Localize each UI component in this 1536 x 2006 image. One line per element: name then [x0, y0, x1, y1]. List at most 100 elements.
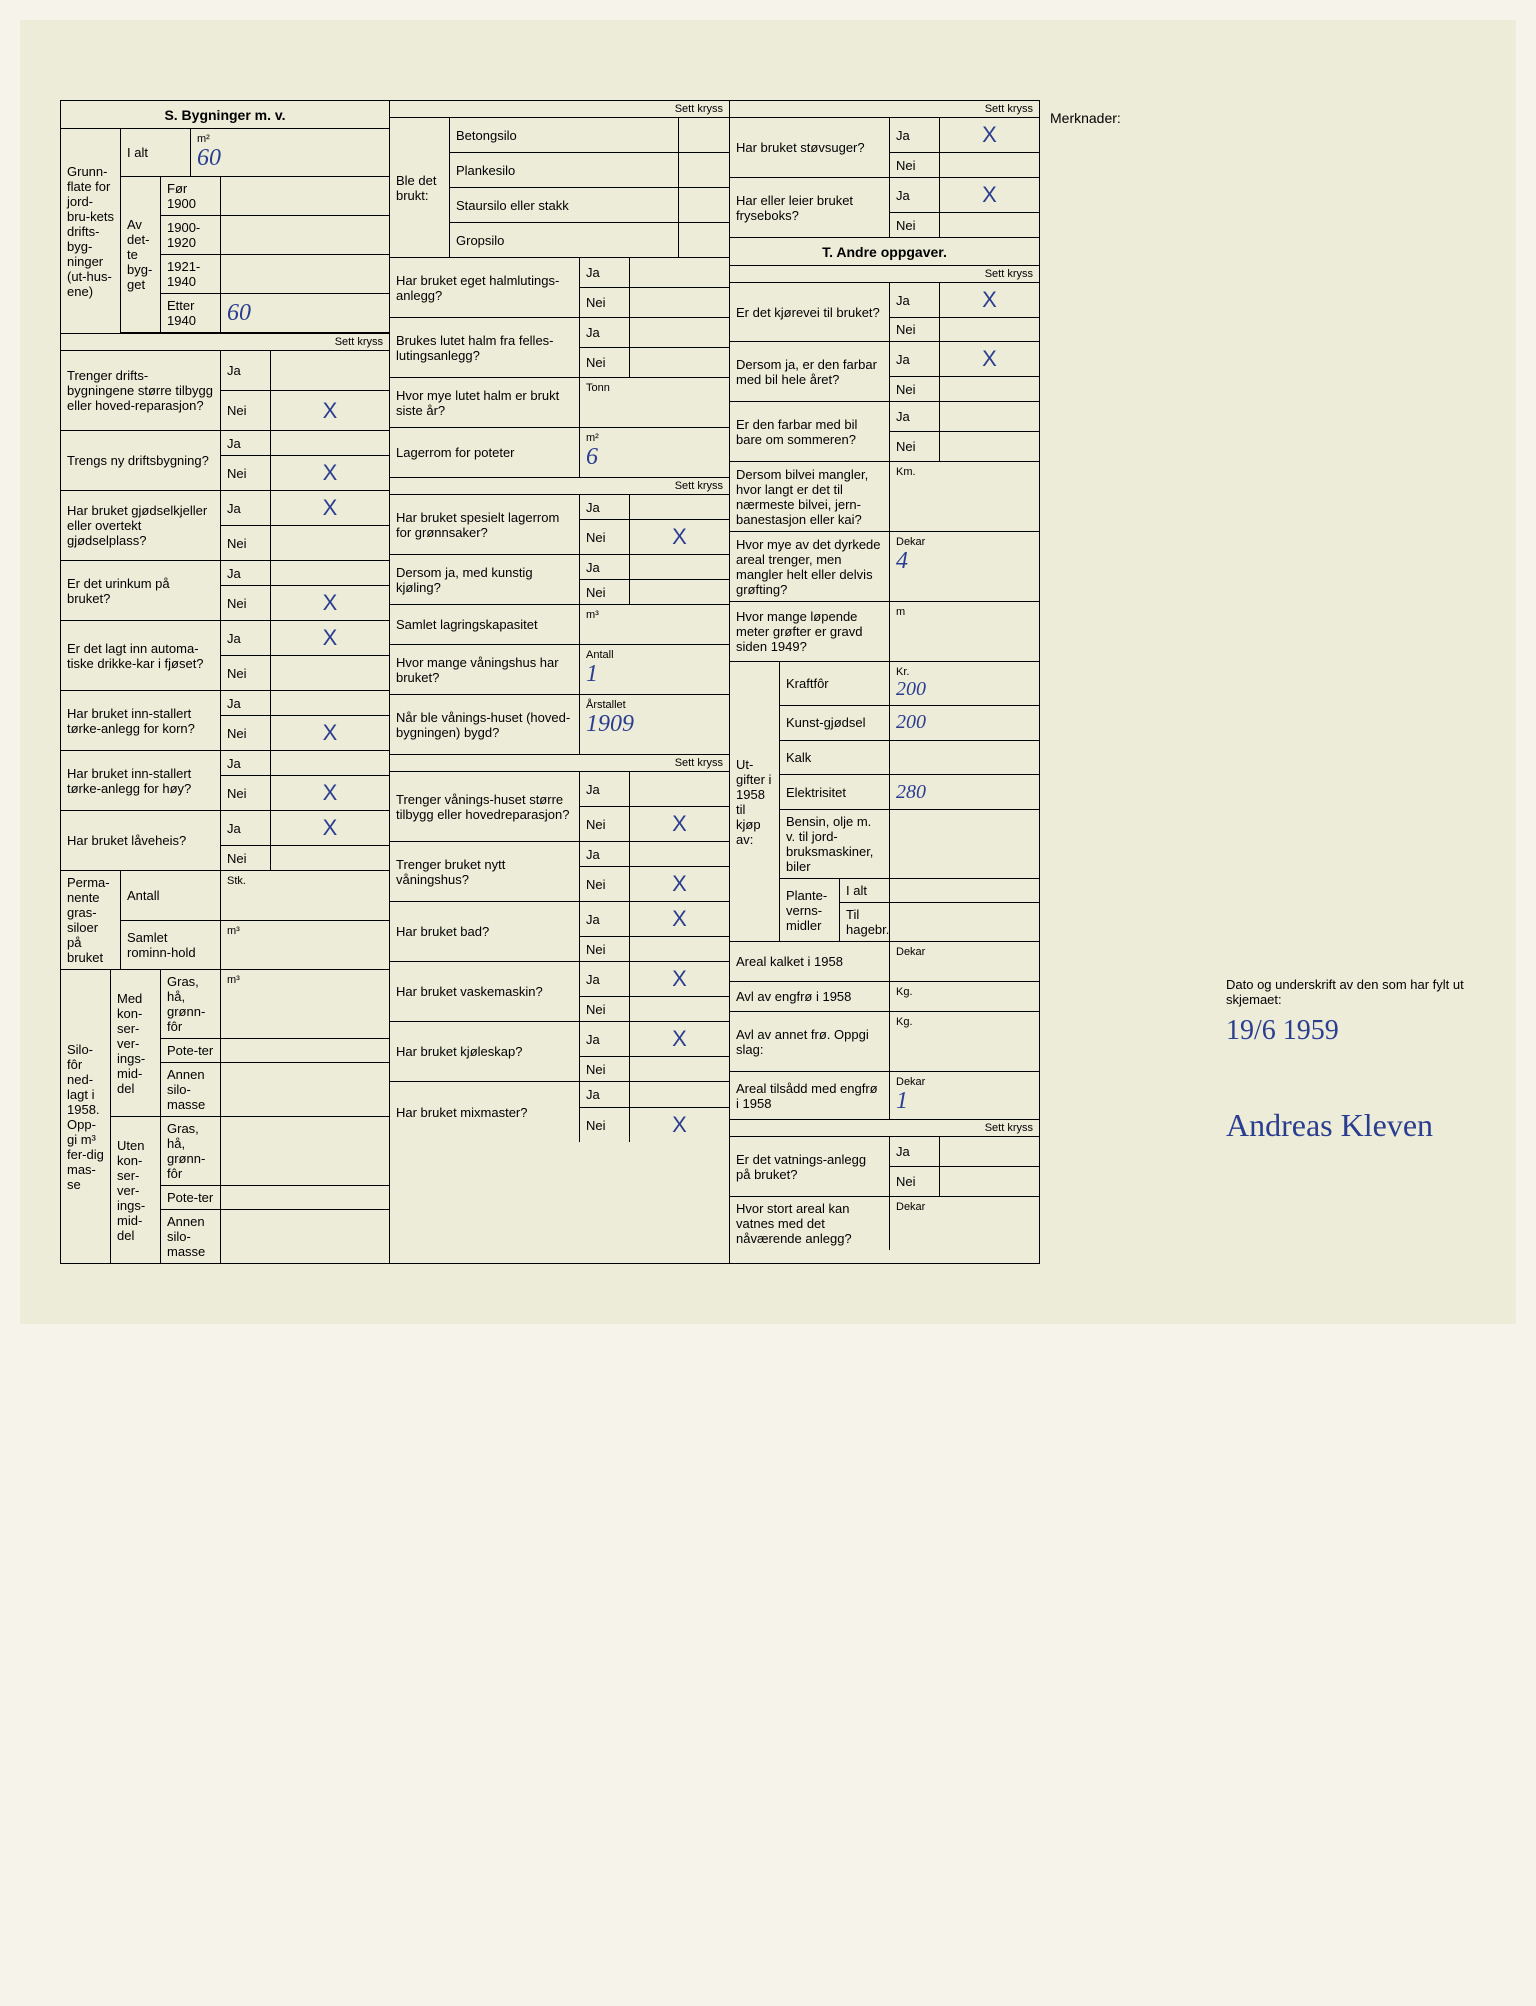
trenger-vaning-nei-x: X	[672, 811, 687, 837]
avl-annet-label: Avl av annet frø. Oppgi slag:	[730, 1012, 890, 1071]
torke-korn-nei-x: X	[323, 720, 338, 746]
kraftfor-value: 200	[896, 678, 926, 701]
elektrisitet-label: Elektrisitet	[780, 775, 890, 809]
staursilo: Staursilo eller stakk	[450, 188, 679, 222]
column-2: Sett kryss Ble det brukt: Betongsilo Pla…	[390, 100, 730, 1264]
kraftfor-label: Kraftfôr	[780, 662, 890, 705]
stovsuger-ja-x: X	[982, 122, 997, 148]
etter-1940-value: 60	[227, 300, 251, 327]
signature-value: Andreas Kleven	[1226, 1107, 1476, 1144]
spesielt-lagerrom-label: Har bruket spesielt lagerrom for grønnsa…	[390, 495, 580, 554]
spesielt-nei-x: X	[672, 524, 687, 550]
p1921-1940: 1921-1940	[161, 255, 221, 293]
column-s-bygninger: S. Bygninger m. v. Grunn-flate for jord-…	[60, 100, 390, 1264]
av-dette-label: Av det-te byg-get	[121, 177, 161, 332]
vaningshus-antall-label: Hvor mange våningshus har bruket?	[390, 645, 580, 694]
antall-label: Antall	[121, 871, 221, 920]
har-bad-ja-x: X	[672, 906, 687, 932]
vaningshus-value: 1	[586, 661, 598, 688]
med-konser-label: Med kon-ser-ver-ings-mid-del	[111, 970, 161, 1116]
grofter-gravd-label: Hvor mange løpende meter grøfter er grav…	[730, 602, 890, 661]
sett-kryss-2: Sett kryss	[390, 101, 729, 118]
gropsilo: Gropsilo	[450, 223, 679, 257]
column-3: Sett kryss Har bruket støvsuger? JaX Nei…	[730, 100, 1040, 1264]
lagerrom-value: 6	[586, 444, 598, 471]
drikkekar-ja-x: X	[323, 625, 338, 651]
for-1900: Før 1900	[161, 177, 221, 215]
ja-label: Ja	[221, 351, 271, 390]
plantevern-label: Plante-verns-midler	[780, 879, 840, 941]
trenger-vaning-label: Trenger vånings-huset større tilbygg ell…	[390, 772, 580, 841]
p1900-1920: 1900-1920	[161, 216, 221, 254]
drikkekar-label: Er det lagt inn automa-tiske drikke-kar …	[61, 621, 221, 690]
vaskemaskin-ja-x: X	[672, 966, 687, 992]
hvor-mye-lutet-label: Hvor mye lutet halm er brukt siste år?	[390, 378, 580, 427]
kalk-label: Kalk	[780, 741, 890, 775]
bilvei-mangler-label: Dersom bilvei mangler, hvor langt er det…	[730, 462, 890, 531]
silofor-label: Silo-fôr ned-lagt i 1958. Opp-gi m³ fer-…	[61, 970, 111, 1263]
kunstgjodsel-value: 200	[896, 711, 926, 734]
utgifter-label: Ut-gifter i 1958 til kjøp av:	[730, 662, 780, 941]
trengs-ny-nei-x: X	[323, 460, 338, 486]
kjoleskap-ja-x: X	[672, 1026, 687, 1052]
laveheis-ja-x: X	[323, 815, 338, 841]
vatningsanlegg-label: Er det vatnings-anlegg på bruket?	[730, 1137, 890, 1196]
form-page: S. Bygninger m. v. Grunn-flate for jord-…	[20, 20, 1516, 1324]
mixmaster-nei-x: X	[672, 1112, 687, 1138]
avl-engfro-label: Avl av engfrø i 1958	[730, 982, 890, 1011]
etter-1940: Etter 1940	[161, 294, 221, 332]
bensin-label: Bensin, olje m. v. til jord-bruksmaskine…	[780, 810, 890, 878]
ble-det-brukt-label: Ble det brukt:	[390, 118, 450, 257]
torke-hoy-label: Har bruket inn-stallert tørke-anlegg for…	[61, 751, 221, 810]
samlet-lagring-label: Samlet lagringskapasitet	[390, 605, 580, 644]
kjorevei-ja-x: X	[982, 287, 997, 313]
fryseboks-ja-x: X	[982, 182, 997, 208]
trenger-drifts-nei-x: X	[323, 398, 338, 424]
date-value: 19/6 1959	[1226, 1015, 1476, 1047]
section-t-header: T. Andre oppgaver.	[730, 238, 1039, 266]
urinkum-label: Er det urinkum på bruket?	[61, 561, 221, 620]
m2-unit: m²	[197, 133, 210, 145]
areal-kalket-label: Areal kalket i 1958	[730, 942, 890, 981]
grofting-value: 4	[896, 548, 908, 575]
ialt-label: I alt	[121, 129, 191, 176]
brukes-lutet-label: Brukes lutet halm fra felles-lutingsanle…	[390, 318, 580, 377]
areal-tilsadd-value: 1	[896, 1088, 908, 1115]
grofting-label: Hvor mye av det dyrkede areal trenger, m…	[730, 532, 890, 601]
betongsilo: Betongsilo	[450, 118, 679, 152]
uten-konser-label: Uten kon-ser-ver-ings-mid-del	[111, 1117, 161, 1263]
kunstig-kjoling-label: Dersom ja, med kunstig kjøling?	[390, 555, 580, 604]
sett-kryss-1: Sett kryss	[61, 334, 389, 351]
mixmaster-label: Har bruket mixmaster?	[390, 1082, 580, 1142]
lagerrom-poteter-label: Lagerrom for poteter	[390, 428, 580, 477]
arstallet-value: 1909	[586, 711, 634, 738]
kunstgjodsel-label: Kunst-gjødsel	[780, 706, 890, 740]
grunnflate-label: Grunn-flate for jord-bru-kets drifts-byg…	[61, 129, 121, 333]
plankesilo: Plankesilo	[450, 153, 679, 187]
trenger-drifts-label: Trenger drifts-bygningene større tilbygg…	[61, 351, 221, 430]
sett-kryss-3: Sett kryss	[730, 101, 1039, 118]
trenger-nytt-nei-x: X	[672, 871, 687, 897]
dato-label: Dato og underskrift av den som har fylt …	[1226, 977, 1476, 1007]
notes-column: Merknader:	[1040, 100, 1240, 1264]
fryseboks-label: Har eller leier bruket fryseboks?	[730, 178, 890, 237]
nar-bygd-label: Når ble vånings-huset (hoved-bygningen) …	[390, 695, 580, 754]
kjorevei-label: Er det kjørevei til bruket?	[730, 283, 890, 341]
torke-korn-label: Har bruket inn-stallert tørke-anlegg for…	[61, 691, 221, 750]
vaskemaskin-label: Har bruket vaskemaskin?	[390, 962, 580, 1021]
farbar-bil-label: Dersom ja, er den farbar med bil hele år…	[730, 342, 890, 401]
hvor-stort-label: Hvor stort areal kan vatnes med det nåvæ…	[730, 1197, 890, 1250]
gjodselkjeller-label: Har bruket gjødselkjeller eller overtekt…	[61, 491, 221, 560]
urinkum-nei-x: X	[323, 590, 338, 616]
samlet-rom-label: Samlet rominn-hold	[121, 921, 221, 970]
nei-label: Nei	[221, 391, 271, 430]
har-bad-label: Har bruket bad?	[390, 902, 580, 961]
torke-hoy-nei-x: X	[323, 780, 338, 806]
stovsuger-label: Har bruket støvsuger?	[730, 118, 890, 177]
farbar-bil-ja-x: X	[982, 346, 997, 372]
farbar-sommer-label: Er den farbar med bil bare om sommeren?	[730, 402, 890, 461]
trengs-ny-label: Trengs ny driftsbygning?	[61, 431, 221, 490]
areal-tilsadd-label: Areal tilsådd med engfrø i 1958	[730, 1072, 890, 1119]
ialt-value: 60	[197, 145, 221, 172]
signature-area: Dato og underskrift av den som har fylt …	[1226, 977, 1476, 1144]
